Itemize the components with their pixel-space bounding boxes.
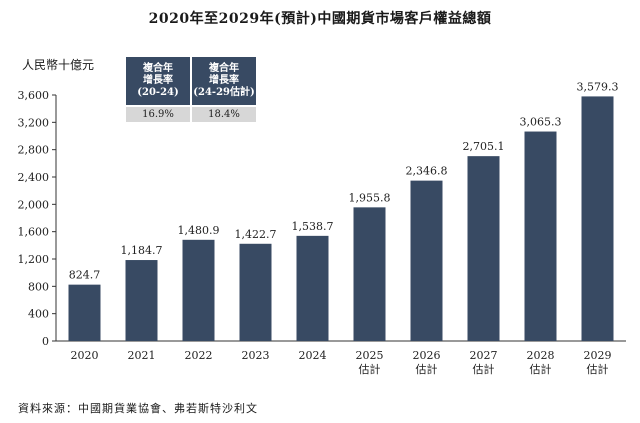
bar-value-label: 1,184.7 bbox=[121, 244, 163, 257]
x-tick-label: 2022 bbox=[185, 349, 213, 362]
x-tick-label: 2023 bbox=[242, 349, 270, 362]
y-tick-label: 1,600 bbox=[18, 226, 50, 239]
bar bbox=[353, 207, 386, 341]
bar-value-label: 824.7 bbox=[69, 269, 101, 282]
bar bbox=[68, 284, 101, 341]
x-tick-label: 2025 bbox=[356, 349, 384, 362]
bar bbox=[467, 156, 500, 341]
bar-value-label: 1,480.9 bbox=[178, 224, 220, 237]
x-tick-label: 估計 bbox=[416, 362, 438, 376]
x-tick-label: 2028 bbox=[527, 349, 555, 362]
bar-value-label: 3,065.3 bbox=[520, 116, 562, 129]
x-tick-label: 2029 bbox=[584, 349, 612, 362]
cagr-header-2024-2029: 複合年 增長率 (24-29估計) bbox=[192, 57, 256, 105]
bar bbox=[239, 243, 272, 341]
y-tick-label: 3,200 bbox=[18, 116, 50, 129]
chart-title: 2020年至2029年(預計)中國期貨市場客戶權益總額 bbox=[148, 11, 492, 27]
bar bbox=[581, 96, 614, 342]
y-tick-label: 1,200 bbox=[18, 253, 50, 266]
x-tick-label: 估計 bbox=[587, 362, 609, 376]
bar bbox=[410, 180, 443, 341]
cagr-value-2024-2029: 18.4% bbox=[192, 105, 256, 122]
bar-value-label: 3,579.3 bbox=[577, 80, 619, 93]
y-tick-label: 3,600 bbox=[18, 89, 50, 102]
bar bbox=[524, 131, 557, 341]
x-tick-label: 2027 bbox=[470, 349, 498, 362]
x-tick-label: 估計 bbox=[473, 362, 495, 376]
bar-value-label: 1,955.8 bbox=[349, 191, 391, 204]
cagr-header-2020-2024: 複合年 增長率 (20-24) bbox=[126, 57, 190, 105]
y-tick-label: 800 bbox=[28, 280, 49, 293]
bar bbox=[296, 235, 329, 341]
cagr-table: 複合年 增長率 (20-24) 複合年 增長率 (24-29估計) 16.9% … bbox=[124, 57, 258, 122]
y-tick-label: 2,800 bbox=[18, 144, 50, 157]
y-tick-label: 0 bbox=[42, 335, 49, 348]
bar bbox=[182, 239, 215, 341]
x-tick-label: 2020 bbox=[71, 349, 99, 362]
cagr-value-2020-2024: 16.9% bbox=[126, 105, 190, 122]
y-tick-label: 2,400 bbox=[18, 171, 50, 184]
x-tick-label: 估計 bbox=[530, 362, 552, 376]
bar-value-label: 2,705.1 bbox=[463, 140, 505, 153]
bar-value-label: 1,538.7 bbox=[292, 220, 334, 233]
bar-value-label: 2,346.8 bbox=[406, 165, 448, 178]
x-tick-label: 2024 bbox=[299, 349, 327, 362]
x-tick-label: 2026 bbox=[413, 349, 441, 362]
bar-value-label: 1,422.7 bbox=[235, 228, 277, 241]
bar bbox=[125, 260, 158, 341]
y-tick-label: 2,000 bbox=[18, 198, 50, 211]
source-note: 資料來源：中國期貨業協會、弗若斯特沙利文 bbox=[18, 402, 258, 415]
y-axis-unit-label: 人民幣十億元 bbox=[22, 58, 95, 72]
y-tick-label: 400 bbox=[28, 308, 49, 321]
x-tick-label: 2021 bbox=[128, 349, 156, 362]
x-tick-label: 估計 bbox=[359, 362, 381, 376]
